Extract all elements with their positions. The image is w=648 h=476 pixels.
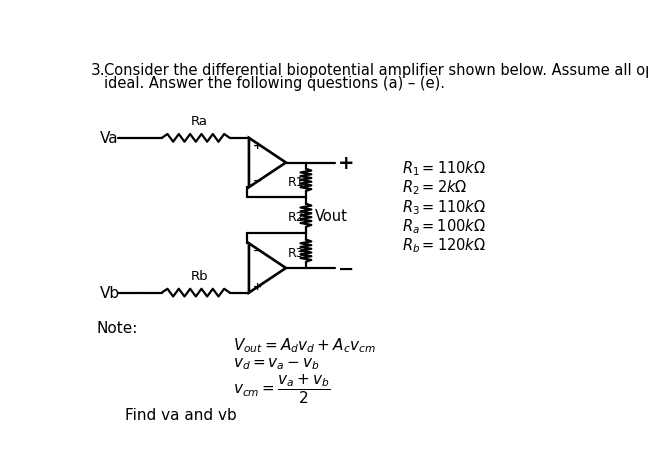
Text: Va: Va <box>100 131 118 146</box>
Text: Rb: Rb <box>191 269 209 282</box>
Text: +: + <box>253 140 262 150</box>
Text: Vb: Vb <box>100 286 120 300</box>
Text: −: − <box>338 259 354 278</box>
Text: $R_1 = 110k\Omega$: $R_1 = 110k\Omega$ <box>402 159 486 178</box>
Text: −: − <box>253 176 262 186</box>
Text: $R_3 = 110k\Omega$: $R_3 = 110k\Omega$ <box>402 198 486 216</box>
Text: Consider the differential biopotential amplifier shown below. Assume all op amps: Consider the differential biopotential a… <box>104 63 648 78</box>
Text: ideal. Answer the following questions (a) – (e).: ideal. Answer the following questions (a… <box>104 76 445 90</box>
Text: $R_a = 100k\Omega$: $R_a = 100k\Omega$ <box>402 217 486 236</box>
Text: Note:: Note: <box>97 321 138 336</box>
Text: +: + <box>253 281 262 291</box>
Text: −: − <box>253 246 262 256</box>
Text: $v_{cm} = \dfrac{v_a + v_b}{2}$: $v_{cm} = \dfrac{v_a + v_b}{2}$ <box>233 372 330 406</box>
Text: $V_{out} = A_d v_d + A_c v_{cm}$: $V_{out} = A_d v_d + A_c v_{cm}$ <box>233 335 376 354</box>
Text: 3.: 3. <box>90 63 105 78</box>
Text: R2: R2 <box>288 211 305 224</box>
Text: Find va and vb: Find va and vb <box>125 407 237 422</box>
Text: R3: R3 <box>288 246 305 259</box>
Text: R1: R1 <box>288 176 305 188</box>
Text: Ra: Ra <box>191 115 208 128</box>
Text: $R_2 = 2k\Omega$: $R_2 = 2k\Omega$ <box>402 178 467 197</box>
Text: $v_d = v_a - v_b$: $v_d = v_a - v_b$ <box>233 355 319 371</box>
Text: $R_b = 120k\Omega$: $R_b = 120k\Omega$ <box>402 236 486 255</box>
Text: Vout: Vout <box>315 208 348 223</box>
Text: +: + <box>338 154 354 173</box>
